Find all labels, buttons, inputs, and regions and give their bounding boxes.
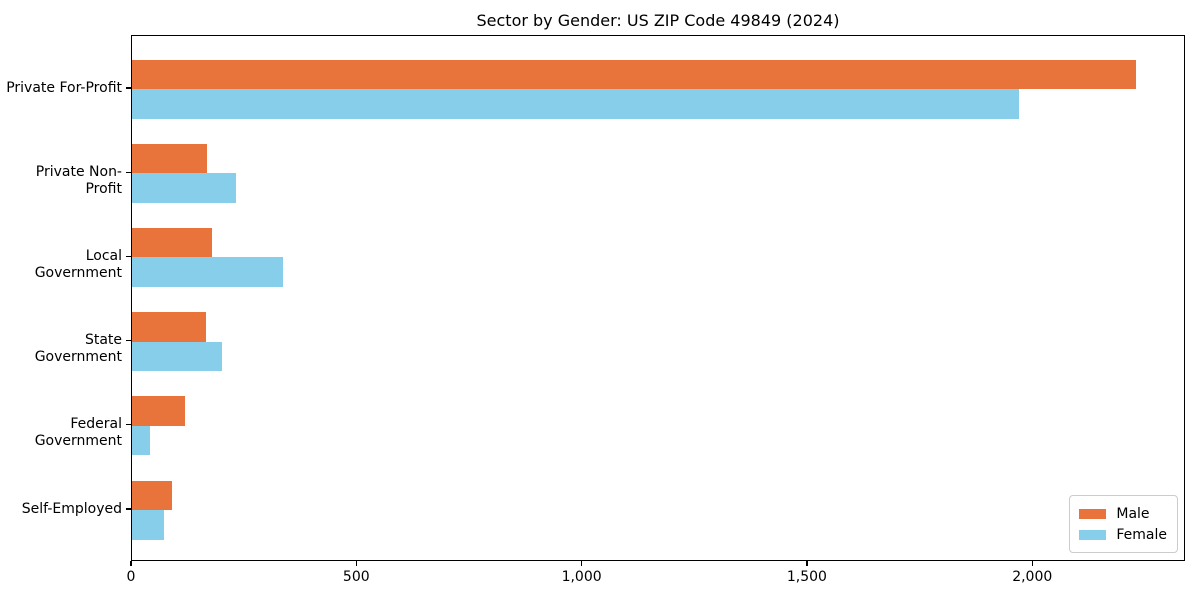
bar-male-federal-government bbox=[132, 396, 186, 426]
y-axis-label-state-government: State Government bbox=[34, 332, 122, 366]
legend-label-female: Female bbox=[1116, 526, 1167, 543]
bar-female-private-for-profit bbox=[132, 89, 1019, 119]
x-tick-mark bbox=[580, 561, 583, 566]
x-tick-mark bbox=[130, 561, 132, 566]
bar-female-local-government bbox=[132, 257, 283, 287]
y-axis-label-private-for-profit: Private For-Profit bbox=[6, 79, 122, 96]
legend: Male Female bbox=[1069, 495, 1178, 553]
bar-female-federal-government bbox=[132, 425, 151, 456]
y-tick-mark bbox=[126, 339, 131, 342]
x-tick-label-500: 500 bbox=[342, 569, 370, 585]
plot-area: Male Female bbox=[131, 35, 1185, 561]
legend-item-male: Male bbox=[1079, 503, 1167, 524]
legend-item-female: Female bbox=[1079, 524, 1167, 545]
bar-female-state-government bbox=[132, 341, 223, 372]
bar-male-self-employed bbox=[132, 480, 172, 510]
y-axis-label-federal-government: Federal Government bbox=[34, 416, 122, 450]
bar-male-private-non-profit bbox=[132, 143, 207, 174]
bar-male-private-for-profit bbox=[132, 59, 1136, 89]
y-tick-mark bbox=[126, 87, 131, 89]
bar-female-private-non-profit bbox=[132, 173, 237, 203]
x-tick-label-0: 0 bbox=[126, 569, 136, 585]
y-tick-mark bbox=[126, 171, 131, 173]
x-tick-mark bbox=[355, 561, 357, 566]
y-axis-label-local-government: Local Government bbox=[34, 247, 122, 281]
y-tick-mark bbox=[126, 508, 131, 510]
x-tick-label-2-000: 2,000 bbox=[1012, 569, 1053, 585]
legend-swatch-male bbox=[1079, 508, 1107, 519]
chart-title: Sector by Gender: US ZIP Code 49849 (202… bbox=[476, 11, 840, 30]
x-tick-mark bbox=[806, 561, 808, 566]
x-tick-label-1-000: 1,000 bbox=[561, 569, 602, 585]
y-tick-mark bbox=[126, 255, 131, 258]
y-tick-mark bbox=[126, 424, 131, 426]
x-tick-label-1-500: 1,500 bbox=[786, 569, 827, 585]
legend-swatch-female bbox=[1079, 529, 1107, 540]
legend-label-male: Male bbox=[1116, 505, 1150, 522]
x-tick-mark bbox=[1031, 561, 1033, 566]
bar-male-state-government bbox=[132, 312, 206, 342]
bar-female-self-employed bbox=[132, 510, 165, 540]
y-axis-label-private-non-profit: Private Non-Profit bbox=[35, 163, 122, 197]
y-axis-label-self-employed: Self-Employed bbox=[21, 500, 122, 517]
bar-male-local-government bbox=[132, 227, 212, 258]
